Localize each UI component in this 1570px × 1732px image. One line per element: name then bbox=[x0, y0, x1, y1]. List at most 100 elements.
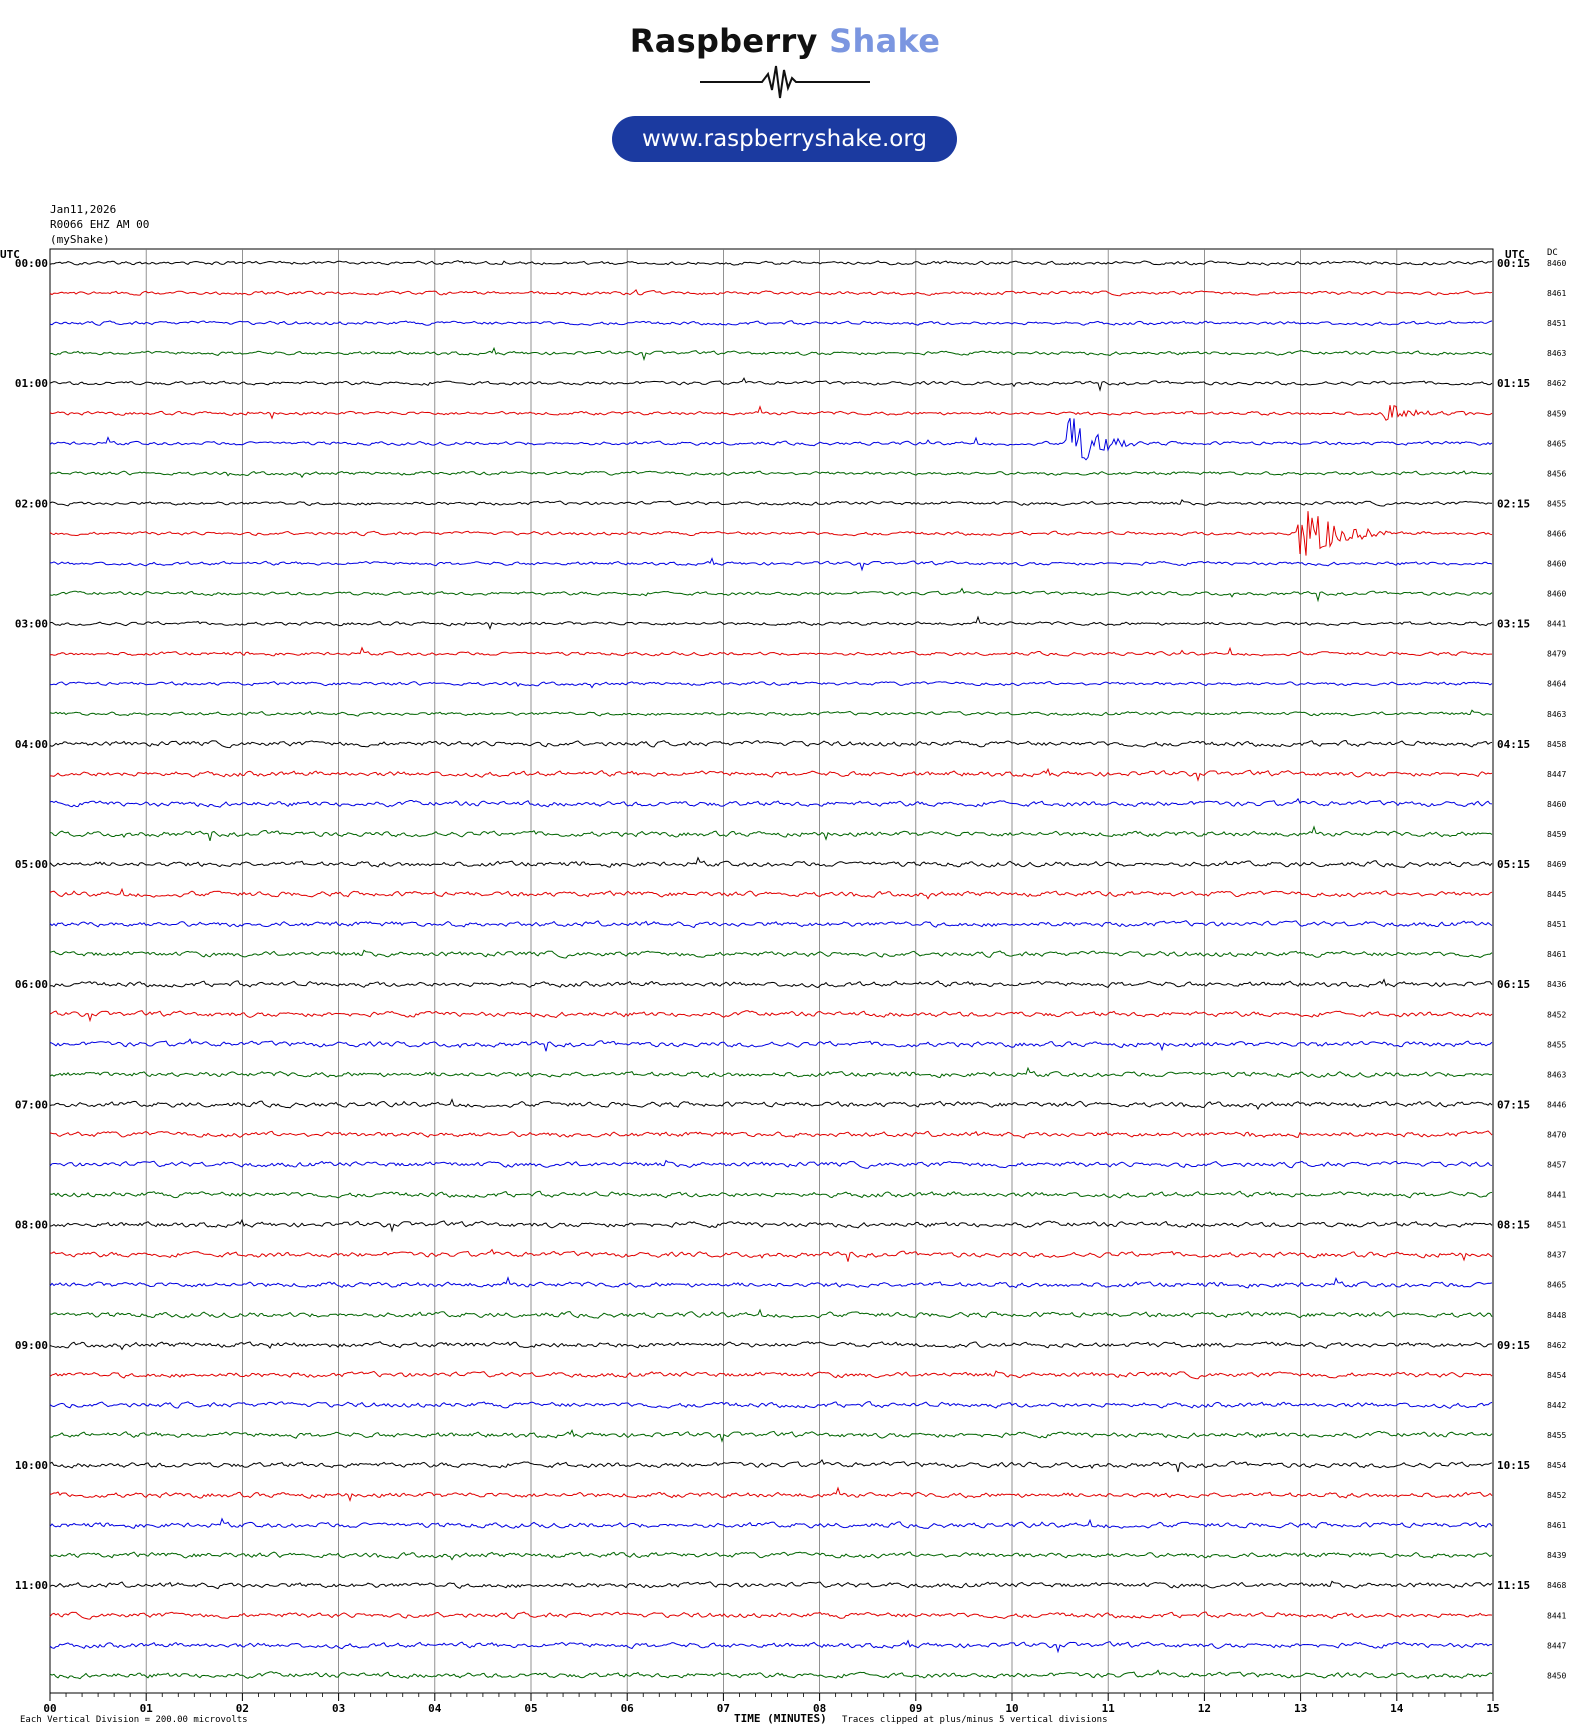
dc-offset-label: 8466 bbox=[1547, 529, 1566, 538]
dc-offset-label: 8454 bbox=[1547, 1461, 1566, 1470]
brand-name: Raspberry Shake bbox=[0, 22, 1570, 60]
dc-offset-label: 8445 bbox=[1547, 890, 1566, 899]
x-axis-title: TIME (MINUTES) bbox=[734, 1712, 827, 1725]
trace-row-22 bbox=[49, 920, 1493, 929]
dc-offset-label: 8461 bbox=[1547, 289, 1566, 298]
dc-offset-label: 8454 bbox=[1547, 1371, 1566, 1380]
dc-offset-label: 8455 bbox=[1547, 1431, 1566, 1440]
trace-row-3 bbox=[49, 346, 1493, 362]
dc-offset-label: 8479 bbox=[1547, 650, 1566, 659]
dc-offset-label: 8462 bbox=[1547, 1341, 1566, 1350]
right-hour-label: 06:15 bbox=[1497, 978, 1530, 991]
trace-row-18 bbox=[49, 797, 1493, 808]
trace-row-11 bbox=[49, 587, 1493, 603]
dc-offset-label: 8459 bbox=[1547, 830, 1566, 839]
dc-offset-label: 8468 bbox=[1547, 1581, 1566, 1590]
trace-row-19 bbox=[49, 825, 1493, 842]
trace-row-10 bbox=[49, 557, 1493, 572]
dc-offset-label: 8441 bbox=[1547, 620, 1566, 629]
dc-title: DC bbox=[1547, 248, 1558, 258]
dc-offset-label: 8460 bbox=[1547, 560, 1566, 569]
dc-offset-label: 8452 bbox=[1547, 1491, 1566, 1500]
dc-offset-label: 8441 bbox=[1547, 1191, 1566, 1200]
right-hour-label: 04:15 bbox=[1497, 738, 1530, 751]
x-tick-label: 01 bbox=[140, 1702, 154, 1715]
dc-offset-label: 8459 bbox=[1547, 409, 1566, 418]
right-hour-label: 00:15 bbox=[1497, 257, 1530, 270]
dc-offset-label: 8458 bbox=[1547, 740, 1566, 749]
dc-offset-label: 8456 bbox=[1547, 469, 1566, 478]
dc-offset-label: 8470 bbox=[1547, 1130, 1566, 1139]
trace-row-42 bbox=[49, 1517, 1493, 1530]
right-hour-label: 01:15 bbox=[1497, 377, 1530, 390]
dc-offset-label: 8463 bbox=[1547, 1070, 1566, 1079]
dc-offset-label: 8451 bbox=[1547, 319, 1566, 328]
dc-offset-label: 8463 bbox=[1547, 710, 1566, 719]
seismograph-wave-icon bbox=[700, 65, 870, 99]
dc-offset-label: 8448 bbox=[1547, 1311, 1566, 1320]
right-hour-label: 11:15 bbox=[1497, 1579, 1530, 1592]
x-tick-label: 02 bbox=[236, 1702, 249, 1715]
dc-offset-label: 8461 bbox=[1547, 1521, 1566, 1530]
x-tick-label: 09 bbox=[909, 1702, 922, 1715]
left-hour-label: 04:00 bbox=[15, 738, 48, 751]
trace-row-39 bbox=[49, 1428, 1493, 1443]
left-hour-label: 00:00 bbox=[15, 257, 48, 270]
x-tick-label: 08 bbox=[813, 1702, 826, 1715]
x-tick-label: 00 bbox=[43, 1702, 56, 1715]
x-tick-label: 11 bbox=[1102, 1702, 1116, 1715]
trace-row-25 bbox=[49, 1010, 1493, 1023]
left-hour-label: 05:00 bbox=[15, 858, 48, 871]
trace-row-8 bbox=[49, 499, 1493, 507]
dc-offset-label: 8463 bbox=[1547, 349, 1566, 358]
left-hour-label: 08:00 bbox=[15, 1219, 48, 1232]
x-tick-label: 05 bbox=[524, 1702, 537, 1715]
dc-offset-label: 8464 bbox=[1547, 680, 1566, 689]
website-url-badge[interactable]: www.raspberryshake.org bbox=[612, 116, 957, 162]
dc-offset-label: 8439 bbox=[1547, 1551, 1566, 1560]
dc-offset-label: 8452 bbox=[1547, 1010, 1566, 1019]
dc-offset-label: 8455 bbox=[1547, 1040, 1566, 1049]
left-hour-label: 02:00 bbox=[15, 497, 48, 510]
trace-row-14 bbox=[50, 680, 1493, 689]
left-axis-title: UTC bbox=[0, 248, 20, 261]
trace-row-35 bbox=[49, 1308, 1493, 1319]
trace-row-2 bbox=[49, 320, 1493, 326]
right-hour-label: 03:15 bbox=[1497, 618, 1530, 631]
right-hour-label: 07:15 bbox=[1497, 1098, 1530, 1111]
x-tick-label: 06 bbox=[621, 1702, 635, 1715]
x-tick-label: 07 bbox=[717, 1702, 730, 1715]
trace-row-27 bbox=[49, 1066, 1493, 1079]
x-tick-label: 14 bbox=[1390, 1702, 1404, 1715]
left-hour-label: 01:00 bbox=[15, 377, 48, 390]
trace-row-34 bbox=[49, 1276, 1493, 1289]
x-tick-label: 03 bbox=[332, 1702, 345, 1715]
dc-offset-label: 8469 bbox=[1547, 860, 1566, 869]
trace-row-16 bbox=[49, 739, 1493, 749]
header-source: (myShake) bbox=[50, 233, 110, 246]
left-hour-label: 07:00 bbox=[15, 1098, 48, 1111]
trace-row-30 bbox=[49, 1159, 1493, 1169]
x-tick-label: 13 bbox=[1294, 1702, 1307, 1715]
trace-row-1 bbox=[49, 289, 1493, 297]
dc-offset-label: 8451 bbox=[1547, 920, 1566, 929]
header-date: Jan11,2026 bbox=[50, 203, 116, 216]
dc-offset-label: 8461 bbox=[1547, 950, 1566, 959]
trace-row-28 bbox=[49, 1098, 1493, 1111]
dc-offset-label: 8437 bbox=[1547, 1251, 1566, 1260]
left-hour-label: 11:00 bbox=[15, 1579, 48, 1592]
brand-word-raspberry: Raspberry bbox=[629, 22, 818, 60]
trace-row-37 bbox=[49, 1370, 1493, 1380]
right-hour-label: 10:15 bbox=[1497, 1459, 1530, 1472]
trace-row-21 bbox=[49, 887, 1493, 900]
dc-offset-label: 8450 bbox=[1547, 1671, 1566, 1680]
brand-word-shake: Shake bbox=[829, 22, 941, 60]
dc-offset-label: 8455 bbox=[1547, 499, 1566, 508]
left-hour-label: 10:00 bbox=[15, 1459, 48, 1472]
header-station: R0066 EHZ AM 00 bbox=[50, 218, 149, 231]
trace-row-45 bbox=[49, 1611, 1493, 1620]
trace-row-46 bbox=[49, 1639, 1492, 1654]
x-tick-label: 15 bbox=[1486, 1702, 1499, 1715]
trace-row-41 bbox=[49, 1486, 1493, 1502]
